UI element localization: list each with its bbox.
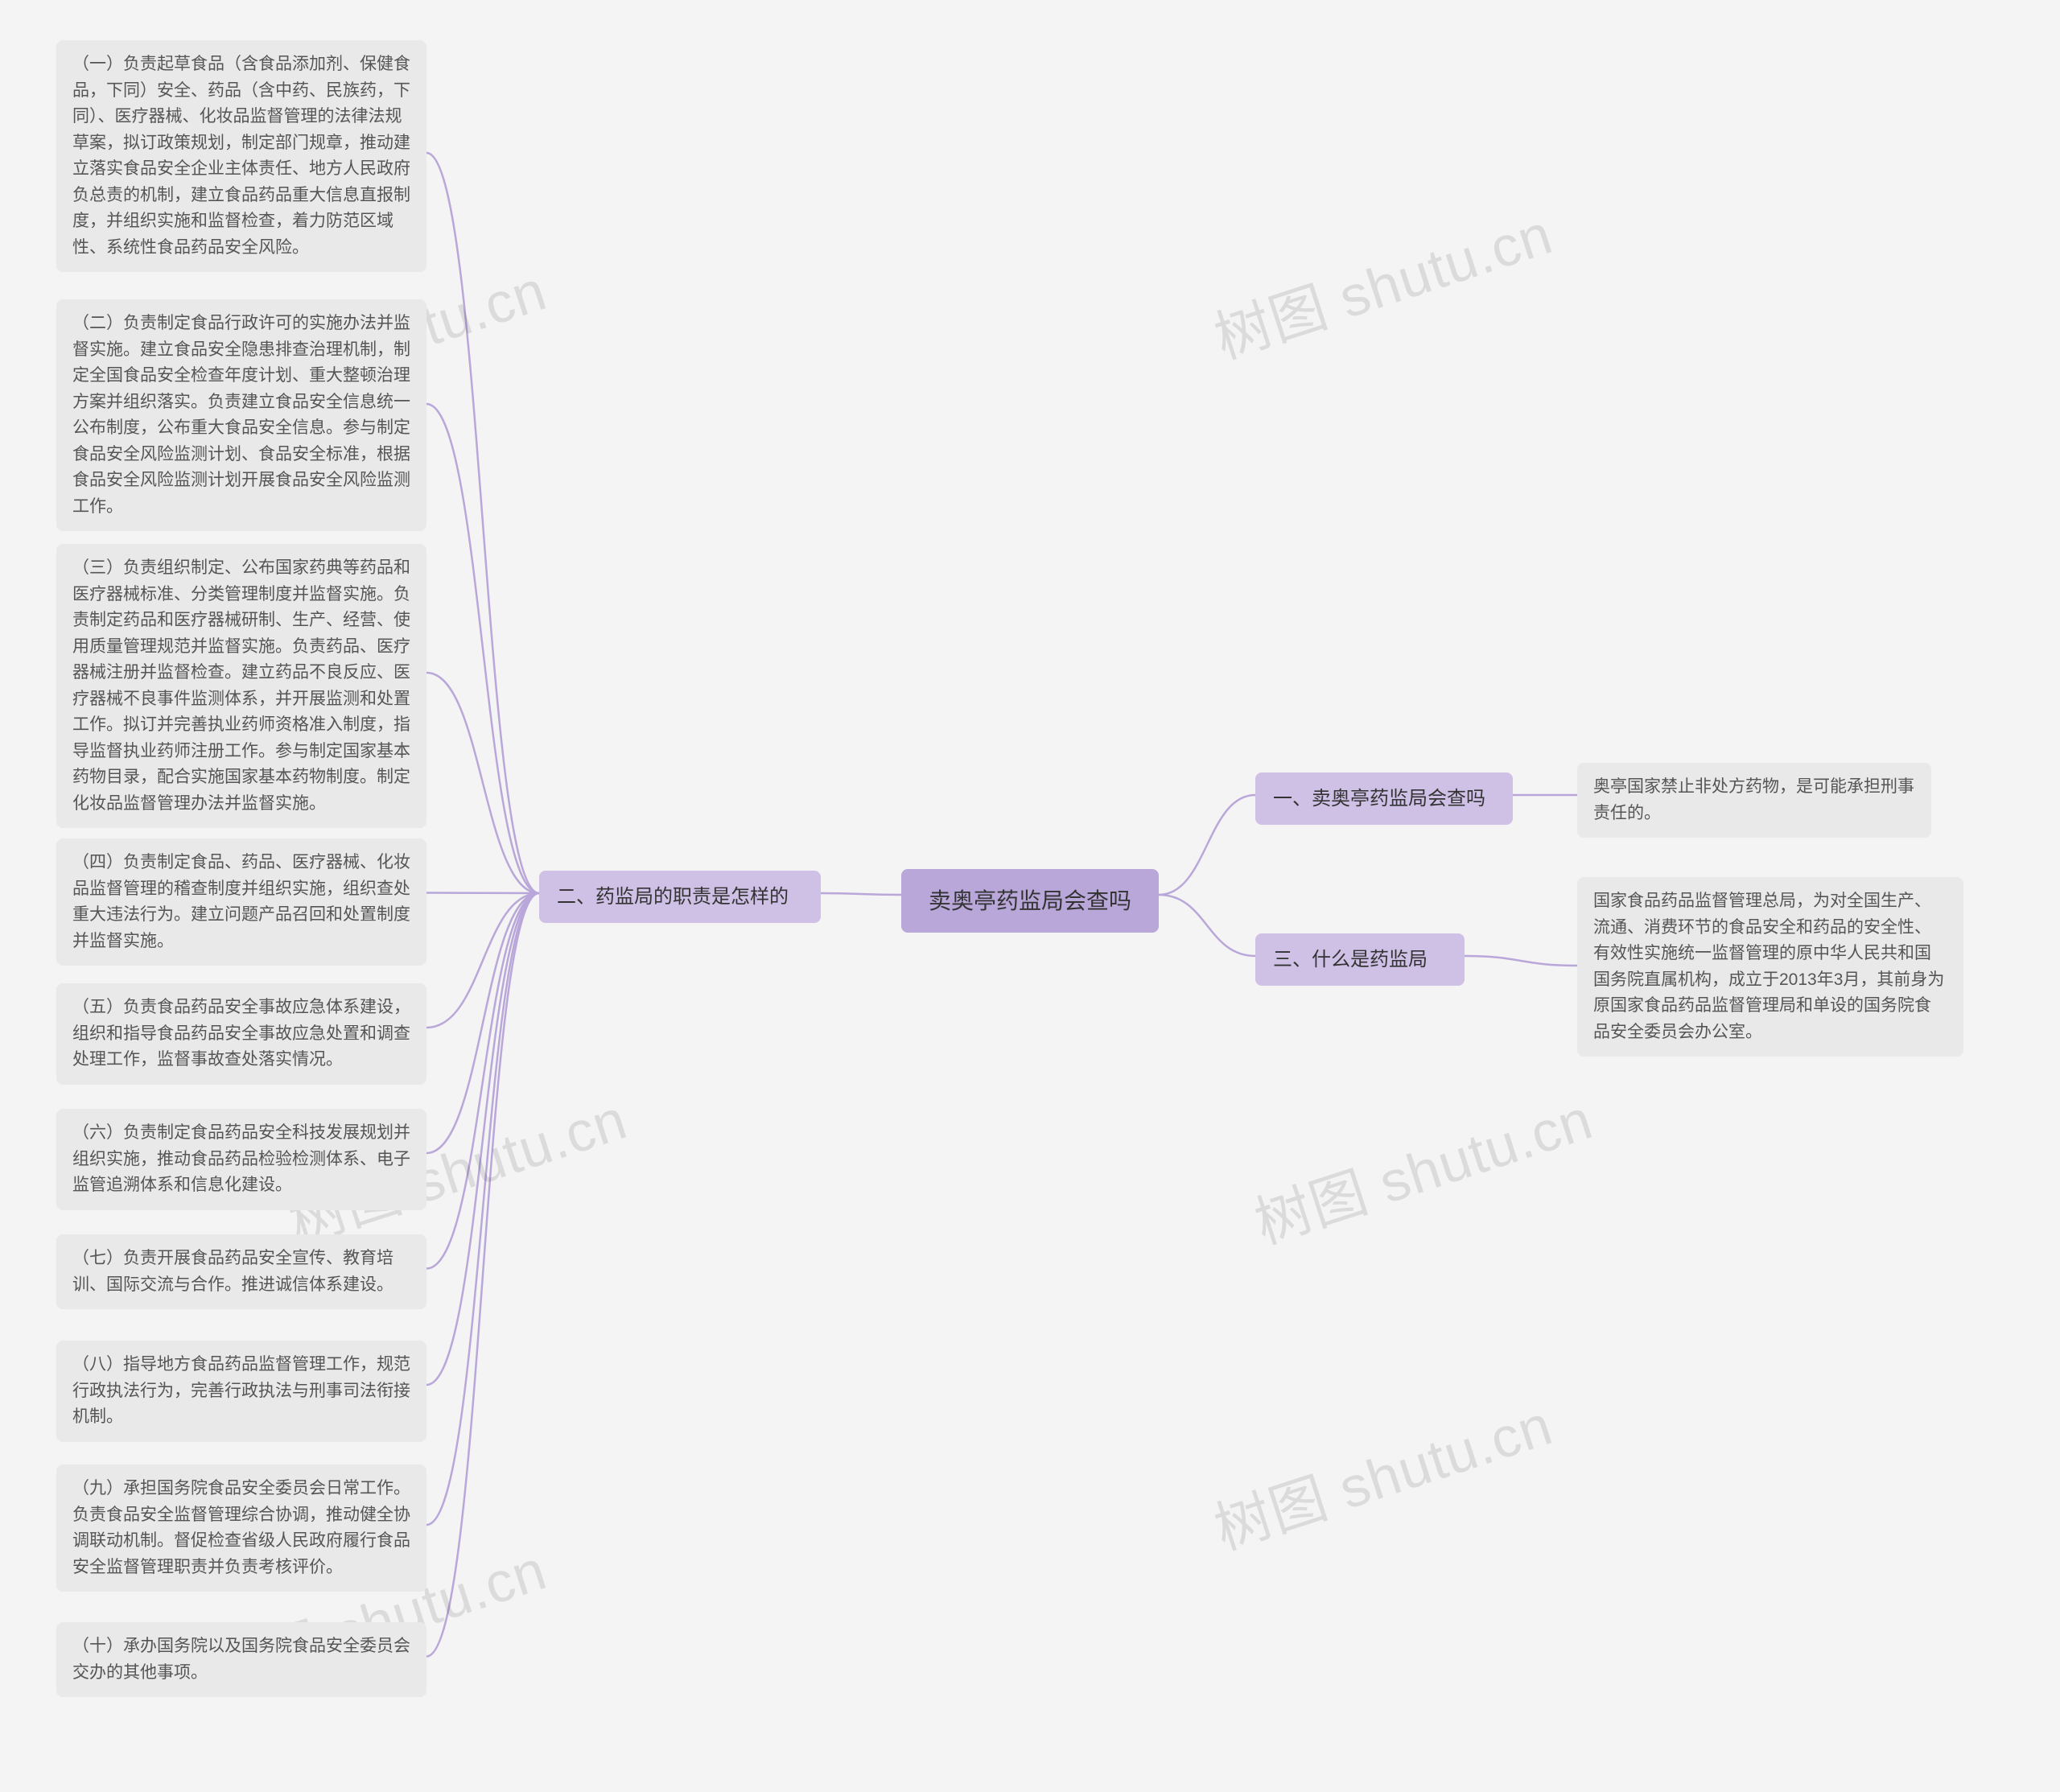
- leaf-node[interactable]: （四）负责制定食品、药品、医疗器械、化妆品监督管理的稽查制度并组织实施，组织查处…: [56, 838, 426, 966]
- watermark: 树图 shutu.cn: [1243, 1074, 1601, 1260]
- watermark: 树图 shutu.cn: [1203, 1380, 1561, 1566]
- leaf-node[interactable]: （一）负责起草食品（含食品添加剂、保健食品，下同）安全、药品（含中药、民族药，下…: [56, 40, 426, 272]
- leaf-node[interactable]: （六）负责制定食品药品安全科技发展规划并组织实施，推动食品药品检验检测体系、电子…: [56, 1109, 426, 1210]
- watermark: 树图 shutu.cn: [1203, 189, 1561, 375]
- leaf-node[interactable]: （八）指导地方食品药品监督管理工作，规范行政执法行为，完善行政执法与刑事司法衔接…: [56, 1341, 426, 1442]
- leaf-node[interactable]: 奥亭国家禁止非处方药物，是可能承担刑事责任的。: [1577, 763, 1931, 838]
- leaf-node[interactable]: （九）承担国务院食品安全委员会日常工作。负责食品安全监督管理综合协调，推动健全协…: [56, 1464, 426, 1592]
- leaf-node[interactable]: 国家食品药品监督管理总局，为对全国生产、流通、消费环节的食品安全和药品的安全性、…: [1577, 877, 1963, 1057]
- branch-node-2[interactable]: 二、药监局的职责是怎样的: [539, 871, 821, 923]
- branch-node-3[interactable]: 三、什么是药监局: [1255, 933, 1465, 986]
- leaf-node[interactable]: （七）负责开展食品药品安全宣传、教育培训、国际交流与合作。推进诚信体系建设。: [56, 1234, 426, 1309]
- root-node[interactable]: 卖奥亭药监局会查吗: [901, 869, 1159, 933]
- leaf-node[interactable]: （十）承办国务院以及国务院食品安全委员会交办的其他事项。: [56, 1622, 426, 1697]
- mindmap-canvas: 树图 shutu.cn 树图 shutu.cn 树图 shutu.cn 树图 s…: [0, 0, 2060, 1792]
- leaf-node[interactable]: （五）负责食品药品安全事故应急体系建设，组织和指导食品药品安全事故应急处置和调查…: [56, 983, 426, 1085]
- leaf-node[interactable]: （二）负责制定食品行政许可的实施办法并监督实施。建立食品安全隐患排查治理机制，制…: [56, 299, 426, 531]
- leaf-node[interactable]: （三）负责组织制定、公布国家药典等药品和医疗器械标准、分类管理制度并监督实施。负…: [56, 544, 426, 828]
- branch-node-1[interactable]: 一、卖奥亭药监局会查吗: [1255, 772, 1513, 825]
